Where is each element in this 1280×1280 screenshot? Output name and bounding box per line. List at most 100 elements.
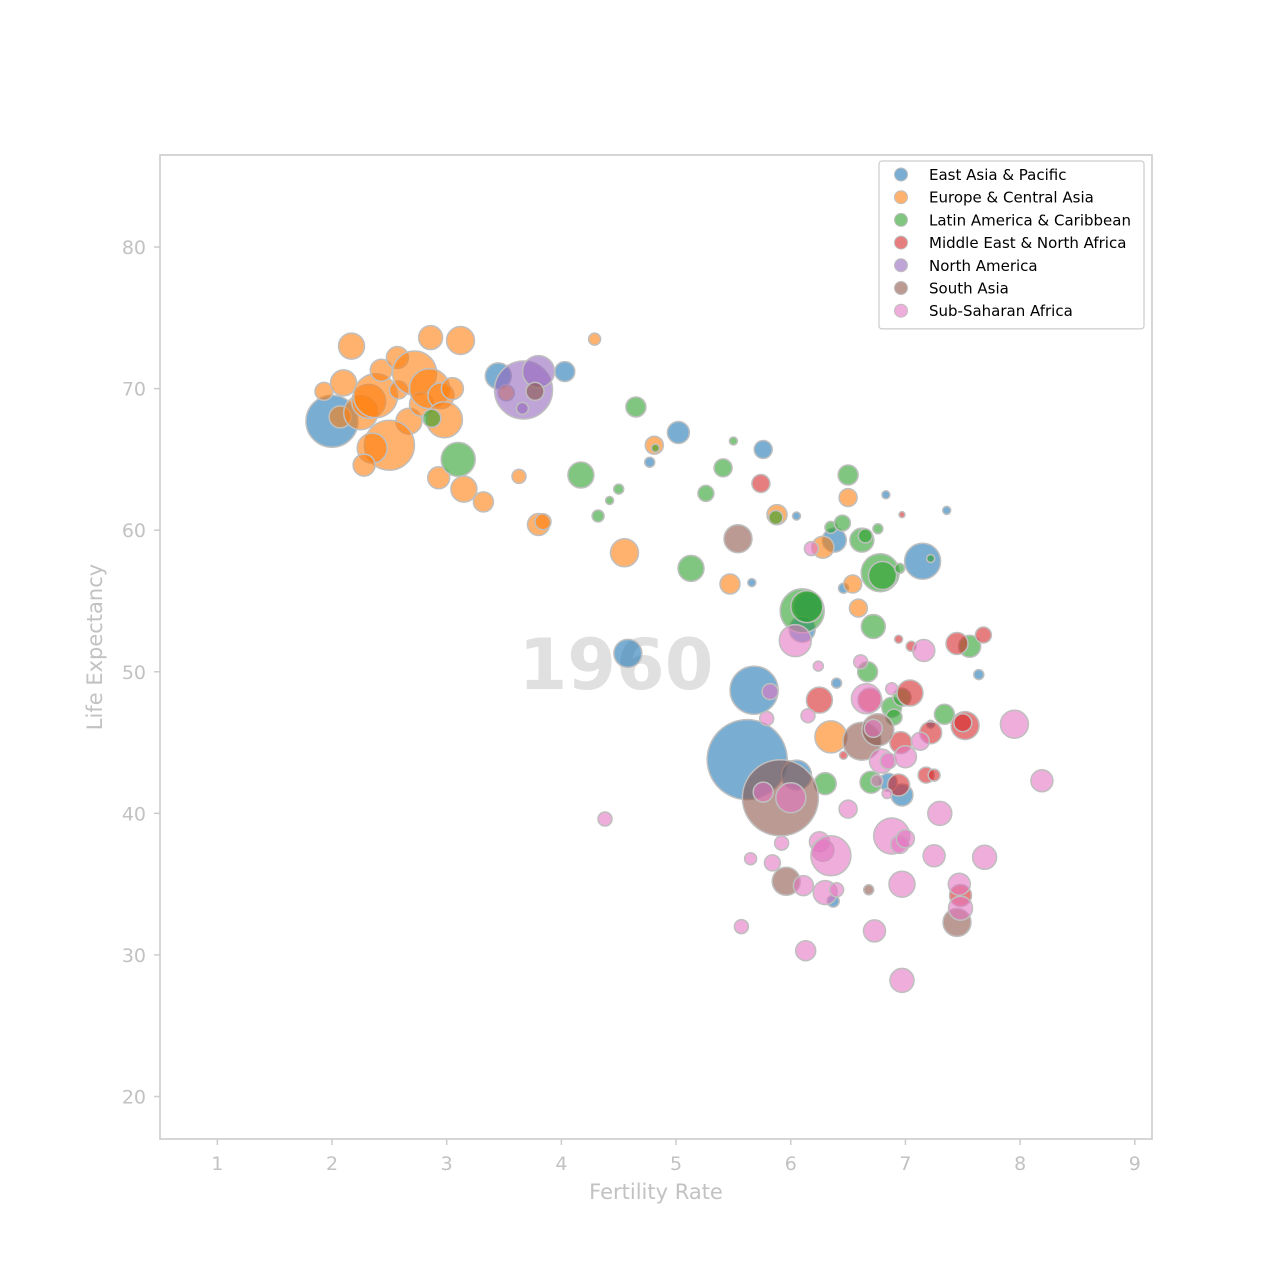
- x-tick-label: 3: [441, 1153, 453, 1175]
- legend-marker: [894, 190, 908, 205]
- y-tick-label: 80: [122, 237, 146, 259]
- legend-marker: [894, 212, 908, 227]
- data-point: [910, 731, 931, 751]
- year-annotation: 1960: [519, 624, 714, 706]
- y-tick-label: 50: [122, 662, 146, 684]
- data-point: [472, 491, 495, 513]
- data-point: [761, 682, 779, 701]
- data-point: [650, 443, 661, 453]
- data-point: [922, 844, 946, 868]
- data-point: [792, 874, 815, 897]
- y-tick-label: 70: [122, 379, 146, 401]
- data-point: [857, 528, 874, 544]
- data-point: [803, 540, 820, 557]
- data-point: [525, 381, 545, 402]
- legend-label: Latin America & Caribbean: [929, 211, 1131, 229]
- data-point: [974, 626, 993, 644]
- data-point: [863, 718, 884, 739]
- data-point: [927, 800, 953, 827]
- data-point: [554, 360, 576, 383]
- x-axis: 1 2 3 4 5 6 7 8 9: [211, 1139, 1141, 1175]
- data-point: [805, 686, 834, 714]
- data-point: [609, 538, 640, 568]
- data-point: [612, 483, 625, 495]
- data-point: [971, 844, 998, 871]
- data-point: [597, 811, 613, 827]
- y-axis: 20 30 40 50 60 70 80: [122, 237, 160, 1109]
- data-point: [837, 464, 859, 486]
- data-point: [912, 638, 936, 663]
- x-tick-label: 8: [1014, 1153, 1026, 1175]
- data-point: [812, 660, 825, 672]
- data-point: [893, 562, 906, 575]
- data-point: [867, 560, 898, 591]
- data-point: [842, 574, 863, 594]
- data-point: [790, 589, 824, 624]
- data-point: [677, 554, 705, 583]
- x-axis-label: Fertility Rate: [589, 1180, 723, 1204]
- data-point: [903, 542, 942, 581]
- data-point: [728, 436, 739, 446]
- data-point: [794, 939, 817, 962]
- data-point: [898, 510, 906, 519]
- data-point: [775, 782, 807, 814]
- x-tick-label: 9: [1129, 1153, 1141, 1175]
- data-point: [947, 872, 972, 896]
- data-point: [643, 456, 656, 468]
- data-point: [814, 720, 848, 754]
- data-point: [352, 453, 376, 477]
- data-point: [872, 523, 884, 535]
- data-point: [773, 835, 790, 851]
- legend-marker: [894, 258, 908, 273]
- data-point: [417, 324, 444, 351]
- x-tick-label: 2: [326, 1153, 338, 1175]
- legend-marker: [894, 235, 908, 250]
- data-point: [895, 829, 916, 849]
- data-point: [666, 420, 691, 445]
- data-point: [870, 774, 884, 788]
- data-point: [927, 768, 941, 782]
- series-4: [493, 354, 556, 420]
- data-point: [534, 512, 552, 531]
- data-point: [828, 882, 845, 898]
- data-point: [896, 679, 924, 707]
- data-point: [884, 682, 899, 696]
- legend-label: North America: [929, 257, 1038, 275]
- legend-label: Europe & Central Asia: [929, 189, 1094, 207]
- points-layer: [305, 324, 1054, 994]
- plot-frame: [159, 154, 1153, 1140]
- y-tick-label: 60: [122, 520, 146, 542]
- legend-label: Sub-Saharan Africa: [929, 302, 1073, 320]
- data-point: [763, 854, 782, 872]
- data-point: [337, 332, 366, 360]
- data-point: [862, 919, 887, 943]
- data-point: [838, 750, 849, 761]
- data-point: [833, 514, 852, 532]
- data-point: [933, 703, 956, 726]
- data-point: [567, 461, 595, 489]
- data-point: [778, 623, 813, 658]
- data-point: [881, 490, 891, 500]
- series-6: [597, 540, 1054, 994]
- y-tick-label: 20: [122, 1087, 146, 1109]
- x-tick-label: 7: [899, 1153, 911, 1175]
- data-point: [838, 799, 858, 819]
- data-point: [860, 613, 887, 640]
- data-point: [591, 509, 605, 523]
- data-point: [604, 495, 615, 506]
- data-point: [445, 325, 476, 356]
- data-point: [515, 401, 530, 416]
- data-point: [888, 870, 916, 898]
- data-point: [422, 408, 442, 429]
- data-point: [613, 638, 643, 669]
- x-tick-label: 1: [211, 1153, 223, 1175]
- data-point: [800, 707, 816, 724]
- data-point: [697, 484, 715, 503]
- data-point: [440, 376, 465, 401]
- legend-marker: [894, 281, 908, 295]
- data-point: [758, 710, 775, 727]
- data-point: [881, 787, 893, 800]
- data-point: [925, 553, 936, 564]
- legend-label: South Asia: [929, 280, 1009, 298]
